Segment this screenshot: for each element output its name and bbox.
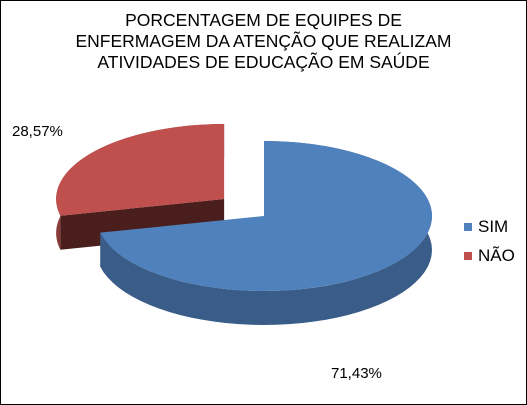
legend-label-nao: NÃO [478,246,515,265]
pie-slice-no [56,124,225,250]
legend-swatch-nao [464,251,472,260]
chart-title: PORCENTAGEM DE EQUIPES DE ENFERMAGEM DA … [1,10,526,73]
chart-title-line-1: PORCENTAGEM DE EQUIPES DE [125,10,402,30]
pie-slice-sim-top [100,141,433,291]
data-label-nao: 28,57% [12,123,63,140]
legend-item-nao: NÃO [464,241,515,270]
legend-label-sim: SIM [478,217,509,236]
chart-title-line-2: ENFERMAGEM DA ATENÇÃO QUE REALIZAM [75,31,452,51]
pie-slice-no-top [56,124,225,216]
chart-title-line-3: ATIVIDADES DE EDUCAÇÃO EM SAÚDE [97,52,430,72]
pie-slice-sim [100,141,433,325]
legend: SIM NÃO [464,212,515,270]
legend-item-sim: SIM [464,212,515,241]
legend-swatch-sim [464,222,472,231]
data-label-sim: 71,43% [331,365,382,382]
pie-slices-group [56,124,433,325]
